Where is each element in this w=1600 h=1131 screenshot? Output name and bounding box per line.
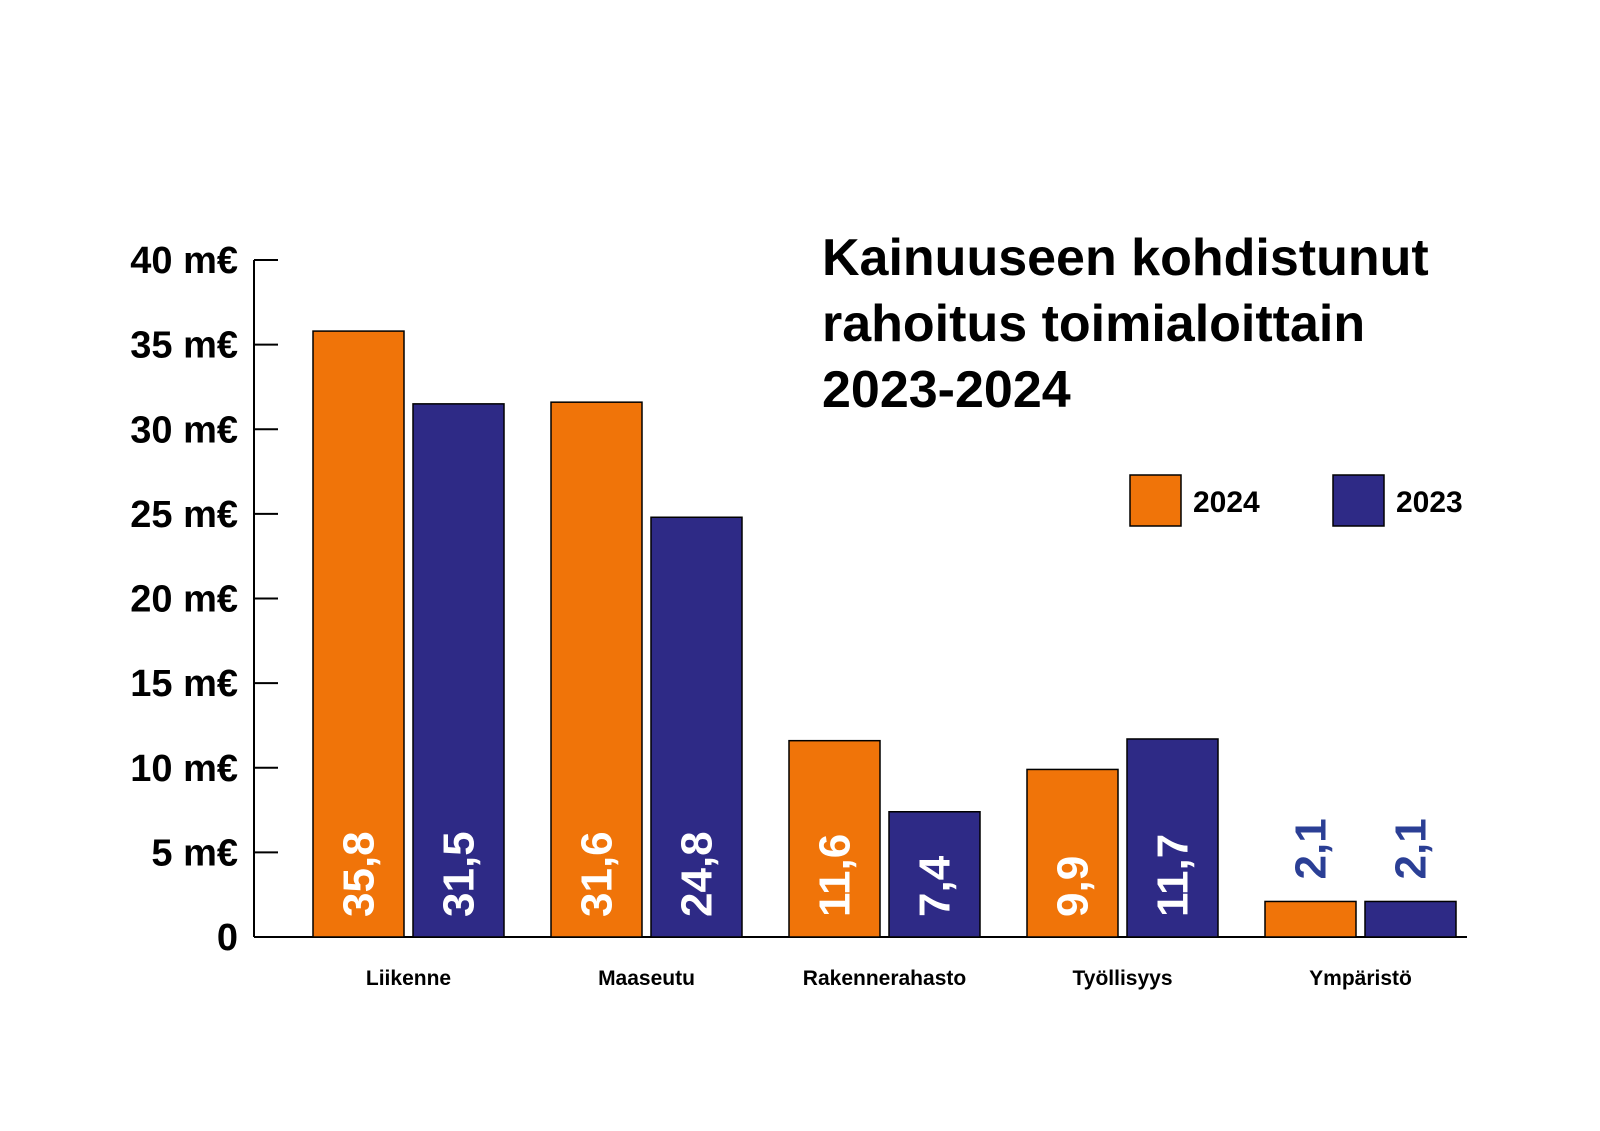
bar-2024-ympäristö [1264, 900, 1357, 938]
data-label: 24,8 [673, 831, 722, 917]
y-tick-label: 25 m€ [130, 494, 238, 536]
bar-2024-maaseutu [550, 401, 643, 938]
bar-2023-liikenne [412, 403, 505, 938]
x-tick-label: Ympäristö [1309, 967, 1412, 990]
bars [312, 330, 1457, 938]
chart-title: Kainuuseen kohdistunut rahoitus toimialo… [822, 229, 1429, 419]
y-tick-label: 5 m€ [151, 832, 238, 874]
legend: 2024 2023 [1129, 474, 1463, 527]
y-tick-label: 35 m€ [130, 325, 238, 367]
bar-2023-ympäristö [1364, 900, 1457, 938]
chart-title-line-1: Kainuuseen kohdistunut [822, 229, 1429, 287]
chart-title-line-2: rahoitus toimialoittain [822, 295, 1365, 353]
data-label: 11,6 [811, 834, 860, 917]
x-tick-label: Rakennerahasto [803, 967, 966, 990]
legend-label-2024: 2024 [1193, 486, 1260, 519]
data-label: 2,1 [1387, 818, 1436, 879]
chart-title-line-3: 2023-2024 [822, 361, 1071, 419]
x-tick-label: Työllisyys [1073, 967, 1173, 990]
bar-2024-työllisyys [1026, 768, 1119, 938]
bar-2023-työllisyys [1126, 738, 1219, 938]
data-label: 31,5 [435, 831, 484, 917]
legend-swatch-2024 [1129, 474, 1182, 527]
data-label: 7,4 [911, 855, 960, 917]
data-label: 9,9 [1049, 856, 1098, 917]
bar-2024-liikenne [312, 330, 405, 938]
y-tick-label: 0 [217, 917, 238, 959]
bar-2024-rakennerahasto [788, 739, 881, 938]
y-tick-label: 10 m€ [130, 748, 238, 790]
bar-2023-rakennerahasto [888, 811, 981, 938]
data-label: 11,7 [1149, 834, 1198, 917]
x-tick-label: Maaseutu [598, 967, 695, 990]
y-tick-label: 20 m€ [130, 579, 238, 621]
y-tick-label: 15 m€ [130, 663, 238, 705]
data-label: 31,6 [573, 831, 622, 917]
data-labels: 35,8 31,6 11,6 9,9 2,1 31,5 24,8 7,4 11,7 2,1 [335, 818, 1436, 917]
legend-swatch-2023 [1332, 474, 1385, 527]
axes: 0 5 m€ 10 m€ 15 m€ 20 m€ 25 m€ 30 m€ 35 m€ 40 m€… [130, 240, 1467, 990]
x-tick-label: Liikenne [366, 967, 451, 990]
y-tick-label: 30 m€ [130, 409, 238, 451]
bar-2023-maaseutu [650, 516, 743, 938]
y-tick-label: 40 m€ [130, 240, 238, 282]
data-label: 35,8 [335, 831, 384, 917]
legend-label-2023: 2023 [1396, 486, 1463, 519]
data-label: 2,1 [1287, 818, 1336, 879]
